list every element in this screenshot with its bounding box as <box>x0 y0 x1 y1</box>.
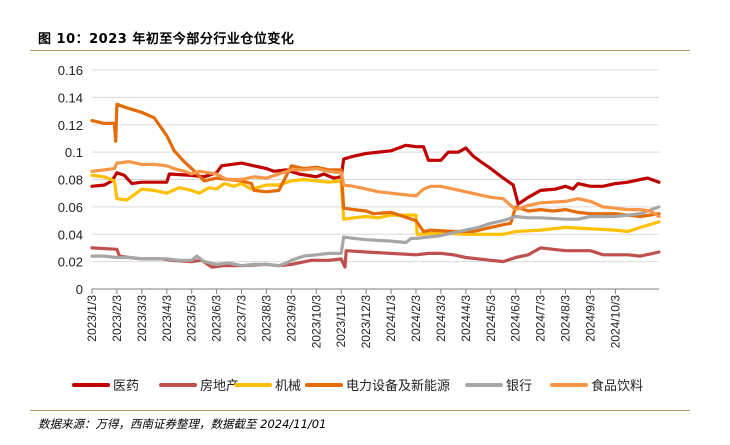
y-tick-label: 0.1 <box>65 145 83 160</box>
x-tick-label: 2023/12/3 <box>359 295 373 349</box>
x-tick-label: 2024/9/3 <box>583 295 597 342</box>
y-tick-label: 0.04 <box>58 227 83 242</box>
series-line-4 <box>90 205 661 268</box>
legend-label-1: 房地产 <box>200 378 239 394</box>
legend-label-0: 医药 <box>113 379 139 394</box>
x-tick-label: 2023/3/3 <box>135 295 149 342</box>
series-line-2 <box>90 173 661 236</box>
y-tick-label: 0.06 <box>58 200 83 215</box>
legend-label-2: 机械 <box>275 379 301 394</box>
x-tick-label: 2023/5/3 <box>185 295 199 342</box>
x-tick-label: 2024/7/3 <box>534 295 548 342</box>
x-tick-label: 2024/8/3 <box>559 295 573 342</box>
x-tick-label: 2023/2/3 <box>110 295 124 342</box>
x-tick-label: 2024/3/3 <box>434 295 448 342</box>
y-tick-label: 0 <box>76 282 83 297</box>
x-tick-label: 2023/4/3 <box>160 295 174 342</box>
x-tick-label: 2024/6/3 <box>509 295 523 342</box>
series-layer <box>90 102 661 269</box>
source-note: 数据来源：万得，西南证券整理，数据截至 2024/11/01 <box>38 417 327 431</box>
x-axis: 2023/1/3 2023/2/3 2023/3/3 2023/4/3 2023/5/3… <box>85 288 659 349</box>
y-tick-label: 0.14 <box>58 90 83 105</box>
x-tick-label: 2023/6/3 <box>210 295 224 342</box>
y-tick-label: 0.12 <box>58 118 83 133</box>
x-tick-label: 2023/7/3 <box>235 295 249 342</box>
x-tick-label: 2023/10/3 <box>309 295 323 349</box>
y-tick-label: 0.08 <box>58 173 83 188</box>
legend-label-5: 食品饮料 <box>591 378 643 394</box>
y-axis: 0 0.02 0.04 0.06 0.08 0.1 0.12 0.14 0.16 <box>58 63 83 297</box>
bottom-rule <box>30 410 690 411</box>
x-tick-label: 2023/1/3 <box>85 295 99 342</box>
x-tick-label: 2024/10/3 <box>608 295 622 349</box>
legend: 医药 房地产 机械 电力设备及新能源 银行 食品饮料 <box>72 378 643 394</box>
y-tick-label: 0.16 <box>58 63 83 78</box>
legend-label-4: 银行 <box>506 379 532 394</box>
legend-label-3: 电力设备及新能源 <box>346 378 450 394</box>
x-tick-label: 2024/5/3 <box>484 295 498 342</box>
x-tick-label: 2023/9/3 <box>284 295 298 342</box>
series-line-0 <box>90 143 661 206</box>
series-line-5 <box>90 160 661 219</box>
figure-title: 图 10：2023 年初至今部分行业仓位变化 <box>38 32 295 47</box>
x-tick-label: 2024/2/3 <box>409 295 423 342</box>
series-line-3 <box>90 102 661 234</box>
x-tick-label: 2024/4/3 <box>459 295 473 342</box>
top-rule <box>30 50 690 51</box>
x-tick-label: 2023/11/3 <box>334 295 348 348</box>
y-tick-label: 0.02 <box>58 255 83 270</box>
grid-layer <box>92 69 659 263</box>
x-tick-label: 2024/1/3 <box>384 295 398 342</box>
series-line-1 <box>90 246 661 269</box>
x-tick-label: 2023/8/3 <box>259 295 273 342</box>
